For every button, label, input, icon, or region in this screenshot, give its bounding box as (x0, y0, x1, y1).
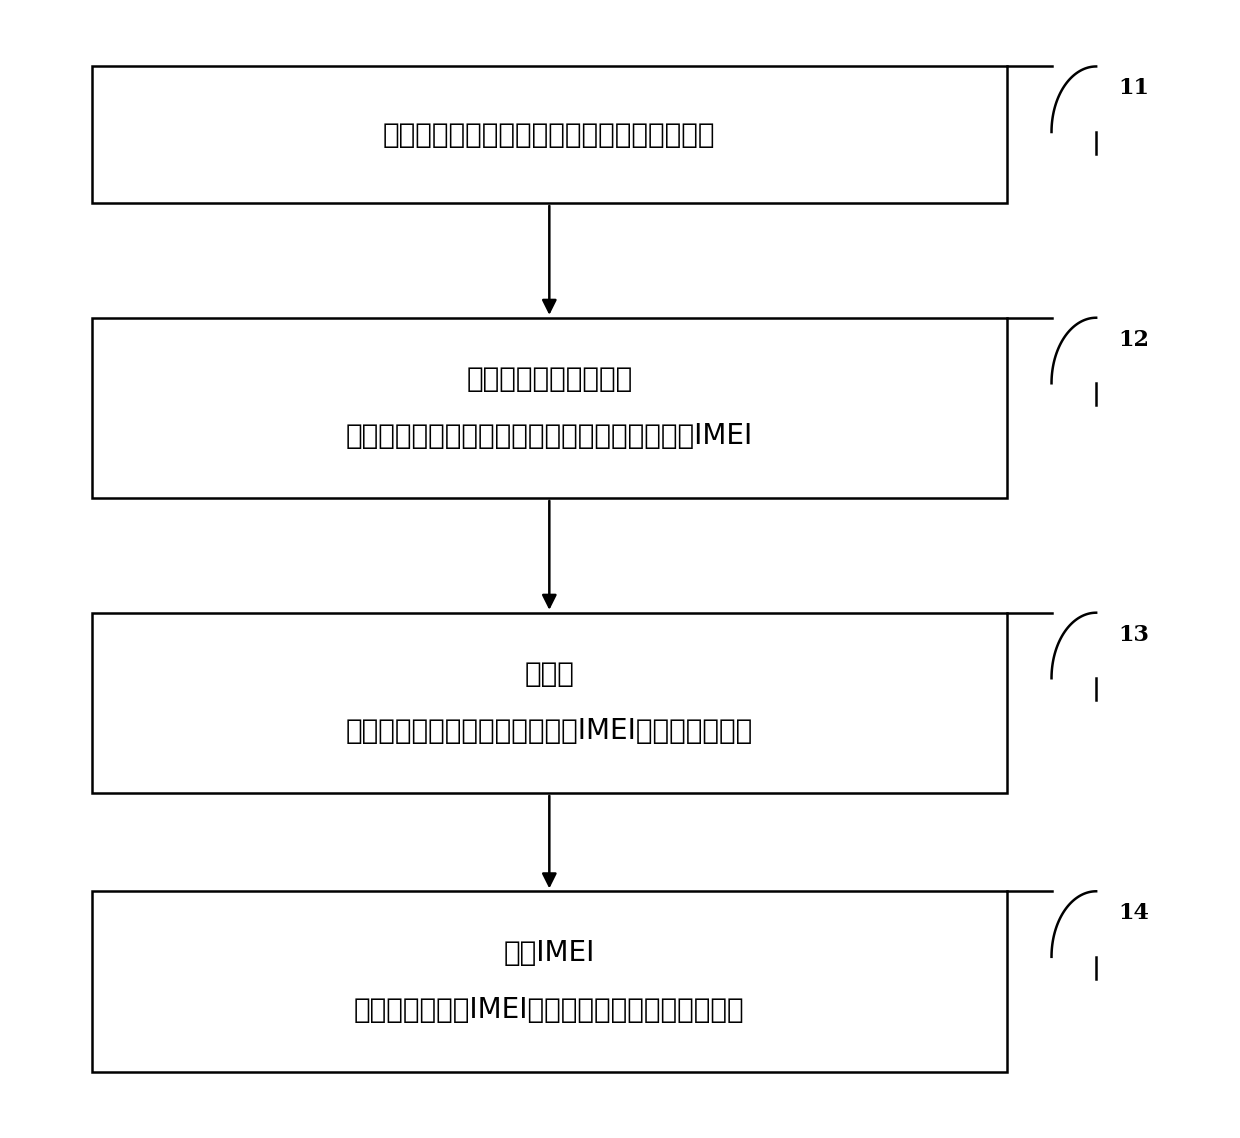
Text: 的数量: 的数量 (525, 660, 574, 688)
Text: 根据统计得到的IMEI对应的用户标识的数量，确定: 根据统计得到的IMEI对应的用户标识的数量，确定 (353, 996, 745, 1024)
Text: 14: 14 (1118, 902, 1149, 924)
Text: 非法IMEI: 非法IMEI (503, 939, 595, 967)
Text: 之间的第一对应关系表: 之间的第一对应关系表 (466, 365, 632, 394)
Text: 根据所述通信话单，建立移动终端的用户标识与IMEI: 根据所述通信话单，建立移动终端的用户标识与IMEI (346, 422, 753, 451)
Bar (92, 318, 1007, 498)
Text: 统计所述第一对应关系表中每个IMEI对应的用户标识: 统计所述第一对应关系表中每个IMEI对应的用户标识 (346, 717, 753, 745)
Bar (92, 66, 1007, 203)
Text: 11: 11 (1118, 77, 1149, 99)
Text: 12: 12 (1118, 329, 1149, 351)
Bar (92, 891, 1007, 1072)
Text: 13: 13 (1118, 624, 1149, 645)
Bar (92, 612, 1007, 793)
Text: 获得预定时间段内网络中移动终端的通信话单: 获得预定时间段内网络中移动终端的通信话单 (383, 121, 715, 149)
